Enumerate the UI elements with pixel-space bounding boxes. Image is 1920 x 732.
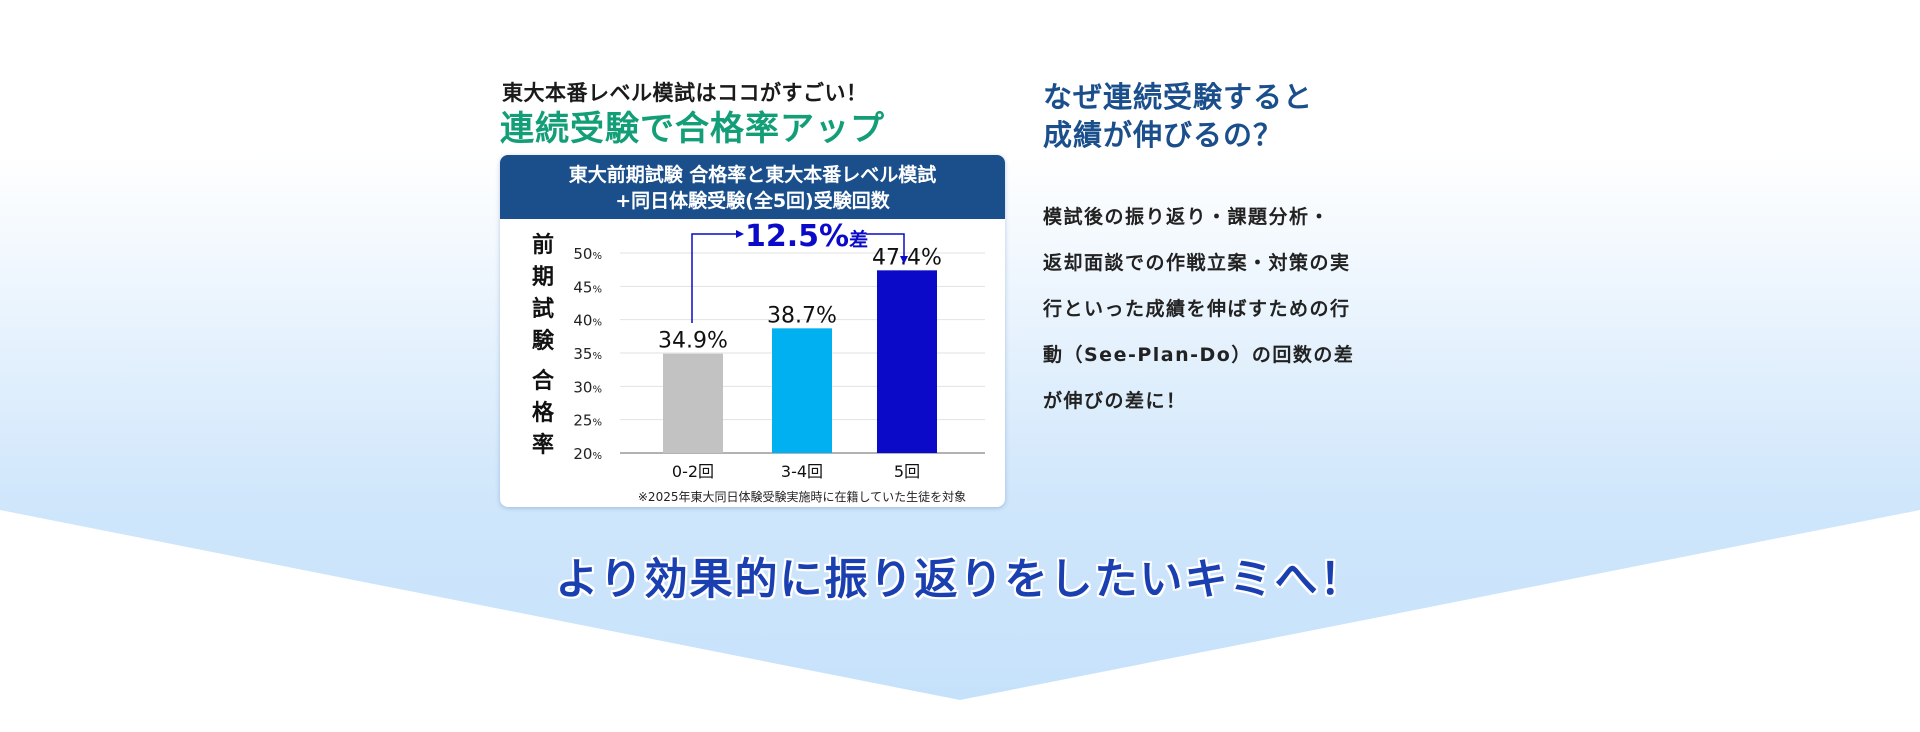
bar — [877, 270, 937, 453]
y-axis-label-char: 前 — [532, 232, 554, 258]
y-tick-label: 35% — [573, 345, 602, 363]
chart-card: 東大前期試験 合格率と東大本番レベル模試 +同日体験受験(全5回)受験回数 前期… — [500, 155, 1005, 507]
y-tick-label: 30% — [573, 378, 602, 396]
explanation-line: が伸びの差に！ — [1043, 390, 1187, 412]
bottom-message: より効果的に振り返りをしたいキミへ！ — [555, 555, 1365, 605]
y-axis-label-char: 試 — [532, 296, 554, 322]
x-tick-label: 5回 — [894, 462, 920, 481]
question-title-line1: なぜ連続受験すると — [1043, 80, 1314, 114]
catch-subtitle: 東大本番レベル模試はココがすごい！ — [502, 81, 868, 105]
catch-title: 連続受験で合格率アップ — [500, 109, 885, 149]
explanation-line: 模試後の振り返り・課題分析・ — [1043, 206, 1331, 228]
y-tick-label: 40% — [573, 312, 602, 330]
explanation-line: 返却面談での作戦立案・対策の実 — [1043, 252, 1351, 274]
annotation-bracket-left — [691, 233, 737, 323]
y-axis-label-char: 格 — [532, 400, 555, 426]
y-tick-label: 25% — [573, 412, 602, 430]
y-tick-label: 45% — [573, 278, 602, 296]
y-axis-label-char: 期 — [532, 265, 554, 290]
y-axis-label-char: 験 — [532, 329, 555, 354]
annotation-difference-label: 12.5%差 — [745, 219, 868, 254]
question-title: なぜ連続受験すると 成績が伸びるの？ — [1043, 78, 1313, 154]
y-tick-label: 50% — [573, 245, 602, 263]
explanation-line: 行といった成績を伸ばすための行 — [1043, 298, 1351, 320]
explanation-line: 動（See-Plan-Do）の回数の差 — [1043, 344, 1355, 366]
y-axis-label-char: 合 — [532, 368, 555, 394]
bar-value-label: 34.9% — [658, 329, 728, 354]
annotation-arrowhead — [736, 230, 744, 238]
bar — [663, 353, 723, 453]
bar-value-label: 38.7% — [767, 303, 837, 328]
y-axis-label-char: 率 — [532, 432, 554, 458]
chart-footnote: ※2025年東大同日体験受験実施時に在籍していた生徒を対象 — [638, 489, 966, 504]
x-tick-label: 3-4回 — [781, 462, 823, 481]
annotation-arrowhead — [900, 256, 908, 264]
question-title-line2: 成績が伸びるの？ — [1043, 118, 1284, 152]
chart-card-header: 東大前期試験 合格率と東大本番レベル模試 +同日体験受験(全5回)受験回数 — [500, 155, 1005, 219]
annotation-bracket-right — [866, 233, 905, 257]
chart-title-line1: 東大前期試験 合格率と東大本番レベル模試 — [568, 164, 937, 186]
explanation-text: 模試後の振り返り・課題分析・ 返却面談での作戦立案・対策の実 行といった成績を伸… — [1043, 194, 1354, 424]
chart-title-line2: +同日体験受験(全5回)受験回数 — [615, 190, 890, 212]
y-tick-label: 20% — [573, 445, 602, 463]
bar — [772, 328, 832, 453]
x-tick-label: 0-2回 — [672, 462, 714, 481]
